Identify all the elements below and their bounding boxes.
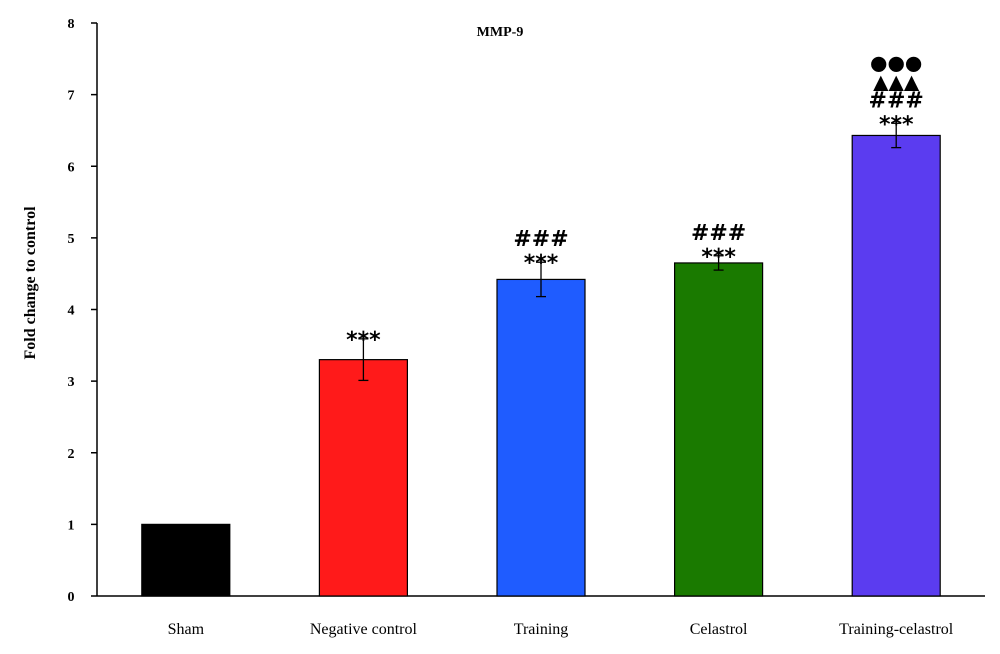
x-tick-label: Training: [514, 621, 569, 638]
y-axis-label: Fold change to control: [22, 206, 39, 360]
bars: ******###***###***###▲▲▲●●●: [141, 50, 941, 597]
significance-label: ●●●: [870, 50, 922, 74]
bar: [141, 523, 231, 597]
y-tick-label: 2: [68, 447, 75, 462]
y-tick-label: 8: [68, 17, 75, 32]
significance-label: ###: [691, 221, 746, 246]
x-tick-labels: Sham Negative control Training Celastrol Tra…: [168, 621, 954, 638]
bar: [496, 278, 586, 597]
significance-label: ***: [346, 328, 381, 353]
chart-title: MMP-9: [477, 25, 524, 40]
y-tick-label: 3: [68, 375, 75, 390]
x-tick-label: Negative control: [310, 621, 418, 638]
x-tick-label: Sham: [168, 621, 205, 638]
y-ticks: 0 1 2 3 4 5 6 7 8: [68, 17, 97, 605]
x-tick-label: Celastrol: [690, 621, 748, 638]
y-tick-label: 5: [68, 232, 75, 247]
bar: [851, 134, 941, 597]
significance-label: ▲▲▲: [873, 69, 920, 93]
significance-label: ***: [701, 245, 736, 270]
significance-label: ***: [524, 251, 559, 276]
y-tick-label: 6: [68, 160, 75, 175]
significance-label: ###: [513, 227, 568, 252]
y-tick-label: 0: [68, 590, 75, 605]
significance-label: ***: [879, 112, 914, 137]
y-tick-label: 4: [68, 304, 75, 319]
y-tick-label: 7: [68, 89, 75, 104]
x-tick-label: Training-celastrol: [839, 621, 954, 638]
bar: [673, 262, 764, 597]
bar: [318, 359, 408, 597]
significance-label: ###: [869, 88, 924, 113]
y-tick-label: 1: [68, 518, 75, 533]
